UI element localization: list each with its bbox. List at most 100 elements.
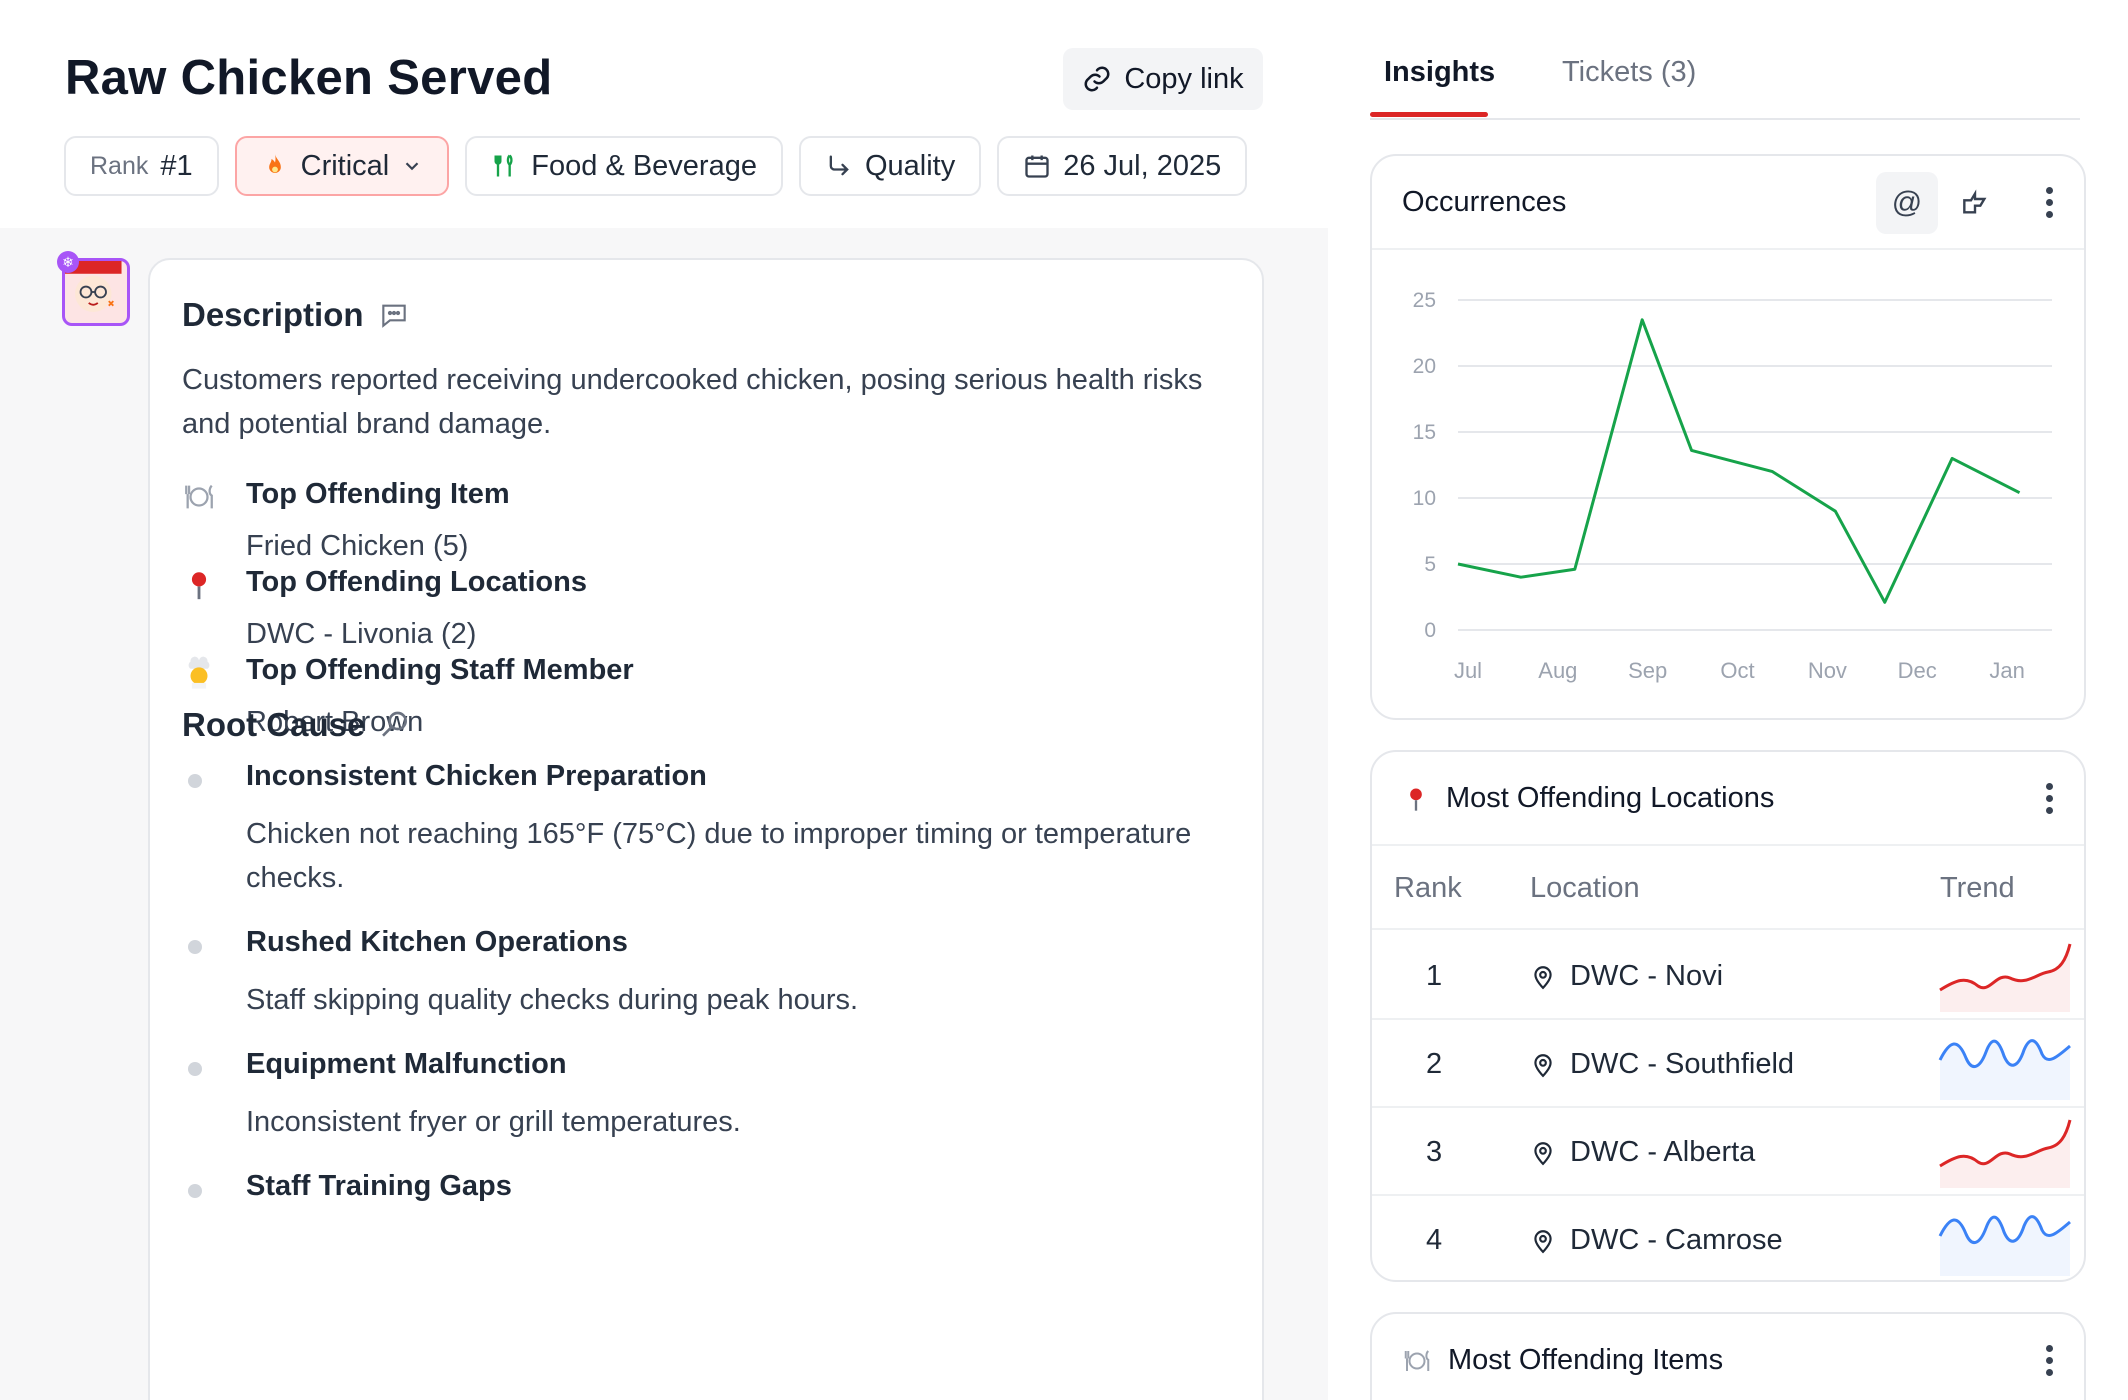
- magnifier-icon: [382, 711, 408, 737]
- y-tick-label: 20: [1413, 355, 1436, 378]
- occurrences-panel: Occurrences @ 0 5 10 15 20 25 Jul Aug Sep Oct Nov D…: [1370, 154, 2086, 720]
- copy-link-button[interactable]: Copy link: [1063, 48, 1263, 110]
- location-pin-icon: [1534, 1053, 1552, 1077]
- x-tick-label: Aug: [1538, 658, 1577, 683]
- x-tick-label: Jul: [1454, 658, 1482, 683]
- fire-icon: [268, 154, 281, 173]
- row-location: DWC - Novi: [1530, 960, 1723, 993]
- severity-dropdown[interactable]: Critical: [234, 136, 450, 196]
- category-label: Food & Beverage: [531, 149, 757, 182]
- dot: [2045, 1369, 2053, 1376]
- locations-menu-button[interactable]: [2044, 780, 2054, 816]
- active-tab-indicator: [1370, 112, 1488, 117]
- severity-label: Critical: [300, 149, 390, 182]
- table-row[interactable]: 2 DWC - Southfield: [1372, 1020, 2084, 1108]
- tab-insights[interactable]: Insights: [1384, 56, 1496, 88]
- description-title: Description: [182, 296, 364, 333]
- location-pin-icon: [1534, 1141, 1552, 1165]
- dot: [2045, 807, 2053, 814]
- locations-table-header: Rank Location Trend: [1372, 846, 2084, 930]
- row-location-label: DWC - Alberta: [1570, 1136, 1756, 1168]
- root-cause-label: Inconsistent Chicken Preparation: [246, 760, 707, 792]
- root-cause-text: Chicken not reaching 165°F (75°C) due to…: [246, 818, 1192, 894]
- bullet: [188, 1184, 202, 1198]
- share-button[interactable]: [1944, 172, 2006, 234]
- rank-label: Rank: [90, 151, 149, 180]
- root-cause-title: Root Cause: [182, 706, 366, 743]
- plate-icon: [185, 484, 213, 509]
- root-cause-label: Rushed Kitchen Operations: [246, 926, 628, 958]
- date-tag: 26 Jul, 2025: [997, 136, 1248, 196]
- row-rank: 3: [1426, 1136, 1443, 1168]
- tab-tickets[interactable]: Tickets (3): [1562, 56, 1697, 88]
- row-location: DWC - Camrose: [1530, 1224, 1783, 1257]
- chevron-down-icon: [405, 162, 419, 171]
- trend-line: [1939, 943, 2072, 992]
- plate-icon: [1404, 1349, 1430, 1371]
- locations-header: Most Offending Locations: [1372, 752, 2084, 846]
- x-tick-label: Sep: [1628, 658, 1667, 683]
- x-tick-label: Nov: [1808, 658, 1847, 683]
- copy-link-label: Copy link: [1124, 62, 1244, 95]
- trend-sparkline: [1938, 1039, 2071, 1100]
- dot: [2045, 1345, 2053, 1352]
- x-tick-label: Oct: [1720, 658, 1754, 683]
- incident-detail: Raw Chicken Served Copy link Rank #1 Cri…: [0, 0, 1328, 1400]
- location-pin-icon: [1534, 965, 1552, 989]
- table-row[interactable]: 4 DWC - Camrose: [1372, 1196, 2084, 1280]
- row-rank: 1: [1426, 960, 1443, 992]
- y-tick-label: 0: [1424, 619, 1436, 642]
- items-header: Most Offending Items: [1372, 1314, 2084, 1400]
- locations-title: Most Offending Locations: [1446, 782, 1775, 814]
- location-pin-icon: [1534, 1229, 1552, 1253]
- incident-header: Raw Chicken Served Copy link Rank #1 Cri…: [0, 0, 1328, 228]
- rank-value: #1: [160, 149, 193, 182]
- type-tag: Quality: [798, 136, 982, 196]
- chef-avatar-icon: [65, 261, 122, 313]
- row-location-label: DWC - Camrose: [1570, 1224, 1783, 1256]
- column-rank: Rank: [1394, 872, 1462, 904]
- root-cause-heading: Root Cause: [182, 706, 411, 744]
- row-location-label: DWC - Novi: [1570, 960, 1724, 992]
- mention-button[interactable]: @: [1876, 172, 1938, 234]
- row-location: DWC - Southfield: [1530, 1048, 1794, 1081]
- trend-area: [1940, 1040, 2070, 1100]
- bullet: [188, 940, 202, 954]
- locations-panel: Most Offending Locations Rank Location T…: [1370, 750, 2086, 1282]
- items-panel: Most Offending Items: [1370, 1312, 2086, 1400]
- dot: [2045, 187, 2053, 194]
- staff-value: Robert Brown: [246, 706, 424, 738]
- column-trend: Trend: [1940, 872, 2015, 904]
- item-value: Fried Chicken (5): [246, 530, 469, 562]
- corner-arrow-icon: [829, 155, 849, 176]
- page-title: Raw Chicken Served: [65, 51, 553, 105]
- dot: [2045, 795, 2053, 802]
- link-icon: [1084, 66, 1110, 92]
- fork-knife-icon: [494, 154, 513, 177]
- table-row[interactable]: 1 DWC - Novi: [1372, 932, 2084, 1020]
- root-cause-text: Staff skipping quality checks during pea…: [246, 984, 859, 1016]
- category-tag: Food & Beverage: [465, 136, 783, 196]
- location-value: DWC - Livonia (2): [246, 618, 477, 650]
- x-tick-label: Dec: [1898, 658, 1937, 683]
- description-text: Customers reported receiving undercooked…: [182, 364, 1203, 440]
- occurrences-header: Occurrences @: [1372, 156, 2084, 250]
- at-sign-icon: @: [1891, 186, 1923, 219]
- occurrences-menu-button[interactable]: [2044, 184, 2054, 220]
- avatar: ❄: [57, 251, 130, 326]
- trend-sparkline: [1938, 1215, 2071, 1276]
- y-tick-label: 10: [1413, 487, 1436, 510]
- speech-bubble-icon: [381, 304, 406, 328]
- trend-sparkline: [1939, 1119, 2072, 1188]
- bullet: [188, 1062, 202, 1076]
- row-rank: 4: [1426, 1224, 1443, 1256]
- rank-tag: Rank #1: [64, 136, 219, 196]
- trend-line: [1938, 1215, 2071, 1244]
- table-row[interactable]: 3 DWC - Alberta: [1372, 1108, 2084, 1196]
- occurrences-title: Occurrences: [1402, 186, 1567, 218]
- date-label: 26 Jul, 2025: [1063, 149, 1222, 182]
- dot: [2045, 783, 2053, 790]
- items-menu-button[interactable]: [2044, 1342, 2054, 1378]
- trend-sparkline: [1939, 943, 2072, 1012]
- column-location: Location: [1530, 872, 1640, 904]
